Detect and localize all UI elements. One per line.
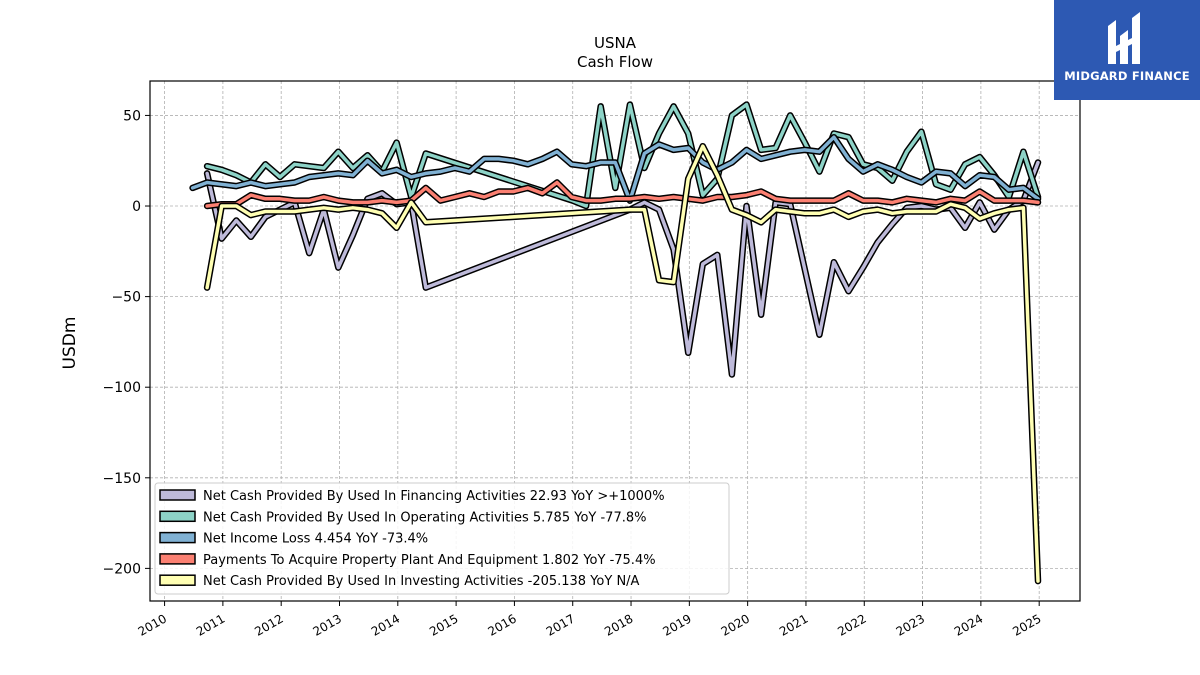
x-tick-label: 2020 <box>719 611 752 638</box>
x-tick-label: 2025 <box>1010 611 1043 638</box>
x-tick-label: 2021 <box>777 611 810 638</box>
series-stroke <box>190 135 1040 203</box>
series-line-0 <box>203 159 1042 378</box>
legend-label: Net Cash Provided By Used In Operating A… <box>203 510 646 525</box>
legend-swatch <box>159 531 196 544</box>
x-tick-label: 2016 <box>485 611 518 638</box>
brand-name: MIDGARD FINANCE <box>1064 69 1190 83</box>
x-tick-label: 2022 <box>835 611 868 638</box>
legend-entry: Net Income Loss 4.454 YoY -73.4% <box>159 531 428 547</box>
series-layer <box>189 101 1042 585</box>
brand-logo: MIDGARD FINANCE <box>1054 0 1200 100</box>
legend: Net Cash Provided By Used In Financing A… <box>154 482 730 595</box>
series-line-1 <box>203 101 1042 210</box>
x-tick-label: 2015 <box>427 611 460 638</box>
chart-subtitle: Cash Flow <box>577 53 653 71</box>
x-tick-label: 2011 <box>194 611 227 638</box>
x-tick-label: 2014 <box>369 611 402 638</box>
y-tick-label: −100 <box>103 380 141 396</box>
plot-frame <box>149 80 1081 602</box>
y-tick-label: −200 <box>103 561 141 577</box>
x-tick-label: 2023 <box>894 611 927 638</box>
legend-label: Net Income Loss 4.454 YoY -73.4% <box>203 532 428 547</box>
legend-swatch <box>159 574 196 586</box>
chart-title: USNA <box>594 34 637 52</box>
legend-label: Net Cash Provided By Used In Investing A… <box>203 574 640 589</box>
x-tick-label: 2019 <box>660 611 693 638</box>
series-stroke <box>205 144 1040 583</box>
legend-label: Net Cash Provided By Used In Financing A… <box>203 489 665 504</box>
legend-swatch <box>159 553 196 565</box>
series-line-2 <box>189 133 1042 204</box>
x-tick-label: 2018 <box>602 611 635 638</box>
legend-box <box>154 482 730 595</box>
x-tick-label: 2012 <box>252 611 285 638</box>
x-tick-label: 2013 <box>311 611 344 638</box>
legend-entry: Payments To Acquire Property Plant And E… <box>159 553 656 568</box>
y-tick-label: 0 <box>132 199 141 215</box>
series-line-3 <box>203 179 1042 210</box>
x-tick-label: 2024 <box>952 611 985 638</box>
series-stroke <box>205 180 1040 208</box>
series-stroke <box>205 160 1040 377</box>
series-line-4 <box>203 142 1042 585</box>
y-tick-label: −50 <box>111 290 141 306</box>
x-tick-label: 2010 <box>136 611 169 638</box>
legend-label: Payments To Acquire Property Plant And E… <box>203 553 656 568</box>
legend-entry: Net Cash Provided By Used In Financing A… <box>159 489 665 504</box>
series-outline <box>203 159 1042 378</box>
legend-entry: Net Cash Provided By Used In Operating A… <box>159 510 646 525</box>
y-tick-label: −150 <box>103 471 141 487</box>
x-tick-label: 2017 <box>544 611 577 638</box>
brand-logo-mark-icon <box>1108 12 1140 64</box>
y-tick-label: 50 <box>123 108 141 124</box>
legend-entry: Net Cash Provided By Used In Investing A… <box>159 574 640 589</box>
y-axis-label: USDm <box>60 317 80 370</box>
legend-swatch <box>159 510 196 523</box>
series-stroke <box>205 102 1040 208</box>
x-axis: 2010 2011 2012 2013 2014 2015 2016 2017 2018 2019… <box>136 601 1044 639</box>
y-axis: 50 0 −50 −100 −150 −200 <box>103 108 150 577</box>
legend-swatch <box>159 489 196 501</box>
